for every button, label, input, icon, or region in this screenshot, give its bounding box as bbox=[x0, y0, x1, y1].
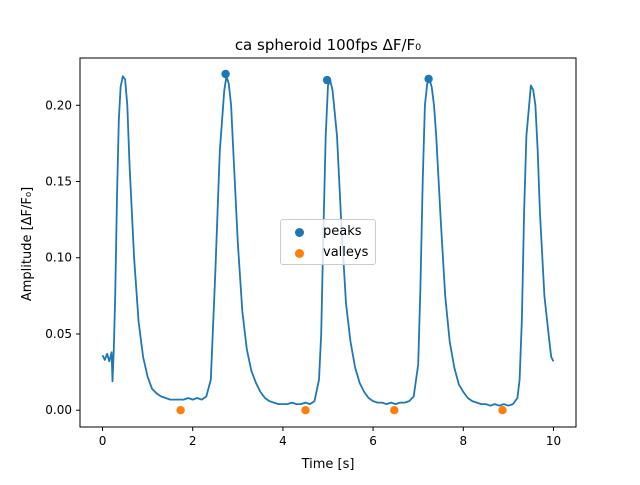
legend-label-peaks: peaks bbox=[323, 224, 362, 239]
legend-label-valleys: valleys bbox=[323, 245, 369, 260]
y-tick-label: 0.15 bbox=[45, 175, 72, 189]
valleys-point bbox=[498, 406, 507, 415]
y-tick-label: 0.00 bbox=[45, 403, 72, 417]
valleys-point bbox=[301, 406, 310, 415]
peaks-point bbox=[424, 74, 433, 84]
legend-marker-peaks bbox=[295, 228, 304, 237]
series-line-0 bbox=[101, 75, 555, 407]
valleys-point bbox=[176, 406, 185, 415]
x-tick-label: 0 bbox=[99, 434, 107, 448]
legend-item-valleys: valleys bbox=[281, 244, 375, 264]
legend-item-peaks: peaks bbox=[281, 223, 375, 243]
plot-area bbox=[101, 69, 555, 415]
y-axis-label: Amplitude [ΔF/F₀] bbox=[20, 187, 35, 301]
y-tick-label: 0.10 bbox=[45, 251, 72, 265]
peaks-point bbox=[322, 75, 332, 85]
x-tick-label: 10 bbox=[546, 434, 561, 448]
chart-title: ca spheroid 100fps ΔF/F₀ bbox=[235, 36, 421, 54]
x-tick-label: 4 bbox=[279, 434, 287, 448]
peaks-point bbox=[221, 69, 230, 79]
x-tick-label: 8 bbox=[459, 434, 467, 448]
y-tick-label: 0.05 bbox=[45, 327, 72, 341]
legend: peaks valleys bbox=[280, 219, 376, 265]
axes: 0 2 4 6 8 10 0.00 0.05 0.10 0.15 0.20 bbox=[45, 57, 577, 448]
y-tick-label: 0.20 bbox=[45, 98, 72, 112]
x-tick-label: 6 bbox=[369, 434, 377, 448]
x-tick-label: 2 bbox=[189, 434, 197, 448]
valleys-point bbox=[390, 406, 399, 415]
x-axis-label: Time [s] bbox=[301, 457, 355, 472]
legend-marker-valleys bbox=[295, 249, 304, 258]
axes-frame bbox=[79, 57, 577, 428]
